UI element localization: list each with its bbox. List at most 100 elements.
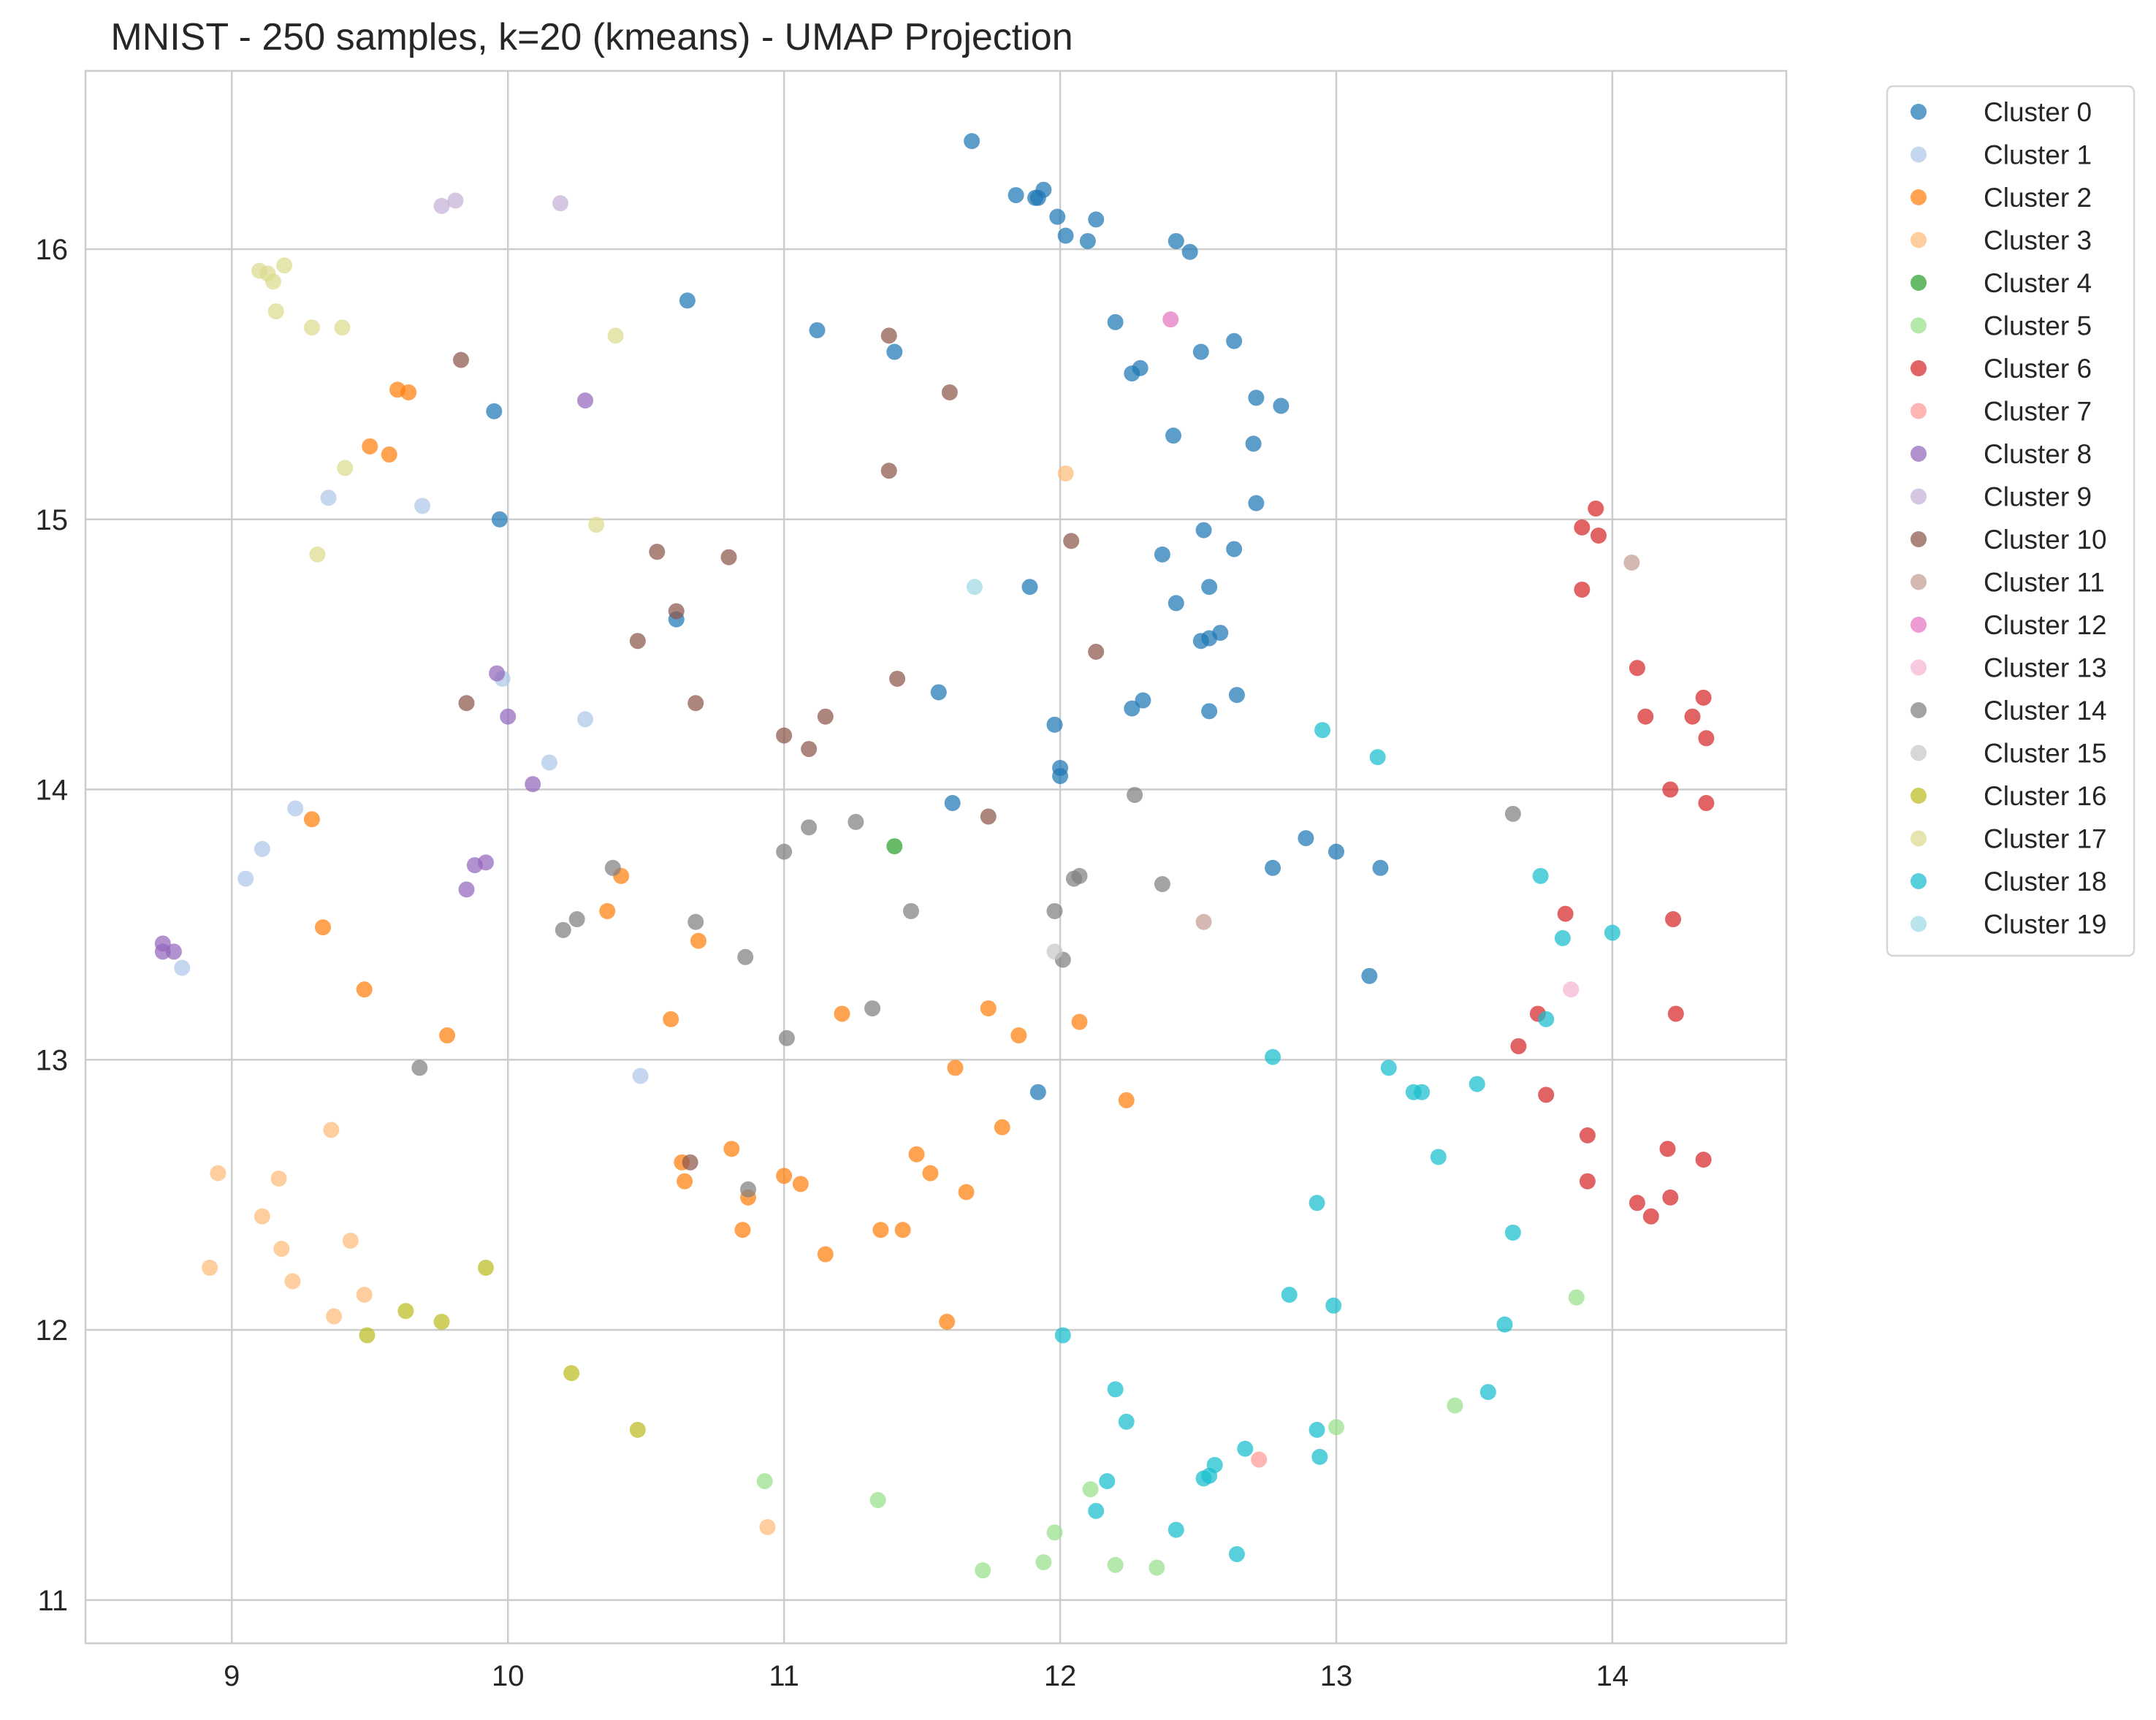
x-tick-label: 10 [492, 1660, 525, 1692]
data-point [284, 1273, 301, 1290]
legend-item[interactable]: Cluster 6 [1911, 354, 2092, 384]
data-point [254, 840, 270, 857]
data-point [1057, 465, 1074, 482]
legend-item[interactable]: Cluster 15 [1911, 739, 2107, 769]
data-point [801, 819, 818, 836]
data-point [776, 1168, 793, 1184]
data-point [1557, 905, 1574, 922]
data-point [1314, 722, 1331, 739]
y-tick-label: 12 [36, 1314, 69, 1347]
data-point [1071, 1013, 1088, 1030]
legend-item[interactable]: Cluster 13 [1911, 653, 2107, 683]
legend-item[interactable]: Cluster 0 [1911, 97, 2092, 127]
data-point [1361, 967, 1378, 984]
data-point [604, 859, 621, 876]
legend-marker [1911, 146, 1927, 163]
data-point [433, 1313, 450, 1330]
data-point [980, 1000, 997, 1017]
data-point [309, 546, 326, 563]
data-point [1265, 1049, 1281, 1065]
data-point [452, 351, 469, 368]
data-point [1568, 1289, 1585, 1306]
data-point [677, 1173, 693, 1190]
legend-item[interactable]: Cluster 16 [1911, 781, 2107, 811]
data-point [359, 1327, 376, 1344]
data-point [1088, 643, 1105, 660]
data-point [663, 1011, 679, 1027]
data-point [1088, 211, 1105, 228]
data-point [1046, 716, 1063, 733]
data-point [737, 948, 754, 965]
legend-item[interactable]: Cluster 9 [1911, 482, 2092, 512]
legend-item[interactable]: Cluster 18 [1911, 867, 2107, 897]
legend-item[interactable]: Cluster 14 [1911, 696, 2107, 726]
legend-item[interactable]: Cluster 12 [1911, 610, 2107, 640]
x-tick-label: 9 [224, 1660, 240, 1692]
data-points [154, 133, 1715, 1579]
legend-label: Cluster 11 [1984, 568, 2105, 598]
legend-item[interactable]: Cluster 4 [1911, 268, 2092, 298]
legend-item[interactable]: Cluster 5 [1911, 311, 2092, 341]
data-point [491, 511, 508, 528]
data-point [872, 1222, 889, 1238]
legend-item[interactable]: Cluster 19 [1911, 910, 2107, 940]
series-8 [154, 392, 594, 960]
legend-marker [1911, 617, 1927, 633]
legend-marker [1911, 574, 1927, 590]
legend-item[interactable]: Cluster 11 [1911, 568, 2105, 598]
data-point [1167, 595, 1184, 612]
legend-item[interactable]: Cluster 8 [1911, 439, 2092, 469]
data-point [1698, 730, 1715, 747]
data-point [817, 1246, 834, 1263]
legend-item[interactable]: Cluster 10 [1911, 525, 2107, 555]
legend-item[interactable]: Cluster 17 [1911, 824, 2107, 854]
data-point [902, 902, 919, 919]
legend-item[interactable]: Cluster 2 [1911, 183, 2092, 213]
series-9 [433, 192, 569, 214]
data-point [1684, 708, 1701, 725]
legend-item[interactable]: Cluster 7 [1911, 397, 2092, 427]
data-point [356, 981, 373, 998]
data-point [1046, 1524, 1063, 1541]
data-point [326, 1308, 343, 1325]
data-point [500, 708, 517, 725]
data-point [1662, 781, 1679, 798]
data-point [1167, 1521, 1184, 1538]
data-point [541, 754, 557, 771]
data-point [1021, 579, 1038, 595]
data-point [947, 1059, 964, 1076]
data-point [682, 1154, 698, 1171]
legend-marker [1911, 916, 1927, 932]
data-point [886, 343, 903, 360]
data-point [1167, 232, 1184, 249]
data-point [273, 1241, 290, 1257]
data-point [1430, 1149, 1447, 1165]
series-18 [1054, 722, 1620, 1562]
data-point [1118, 1413, 1135, 1430]
data-point [1228, 1545, 1245, 1562]
legend-item[interactable]: Cluster 3 [1911, 226, 2092, 256]
data-point [756, 1473, 773, 1490]
data-point [439, 1027, 456, 1044]
data-point [1510, 1038, 1527, 1054]
data-point [323, 1122, 340, 1138]
data-point [759, 1519, 776, 1536]
legend-marker [1911, 745, 1927, 761]
data-point [1154, 875, 1170, 892]
data-point [568, 911, 585, 928]
legend-label: Cluster 16 [1984, 781, 2107, 811]
data-point [1447, 1397, 1463, 1414]
legend-item[interactable]: Cluster 1 [1911, 140, 2092, 170]
data-point [1201, 579, 1218, 595]
data-point [1082, 1481, 1099, 1498]
legend-marker [1911, 232, 1927, 248]
legend[interactable]: Cluster 0 Cluster 1 Cluster 2 Cluster 3 Clus… [1886, 85, 2136, 957]
data-point [1245, 435, 1262, 452]
data-point [264, 273, 281, 290]
data-point [880, 463, 897, 479]
data-point [555, 921, 571, 938]
data-point [1007, 187, 1024, 204]
chart-title: MNIST - 250 samples, k=20 (kmeans) - UMA… [110, 16, 1073, 58]
data-point [1309, 1421, 1325, 1438]
data-point [1195, 913, 1212, 930]
